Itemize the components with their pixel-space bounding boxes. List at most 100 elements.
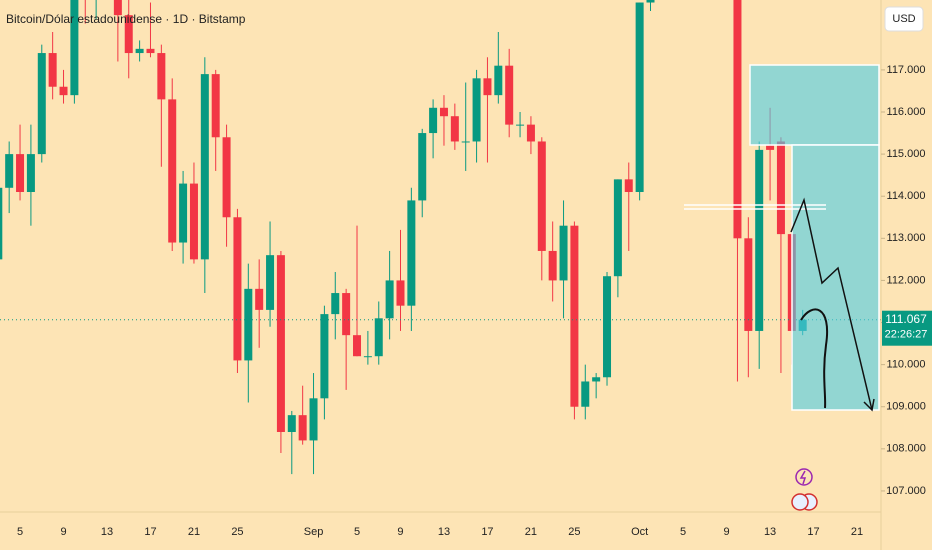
- candle-body: [363, 356, 372, 358]
- flag-icon[interactable]: [791, 493, 809, 511]
- y-tick-label: 107.000: [886, 485, 926, 497]
- candle-body: [298, 415, 307, 441]
- x-tick-label: 13: [764, 526, 776, 538]
- candle-body: [396, 280, 405, 306]
- candle-body: [744, 238, 753, 331]
- candle-body: [559, 225, 568, 281]
- x-tick-label: Sep: [304, 526, 324, 538]
- x-tick-label: 17: [807, 526, 819, 538]
- y-tick-label: 115.000: [887, 148, 926, 160]
- countdown: 22:26:27: [885, 329, 928, 341]
- candle-body: [255, 288, 264, 310]
- candle-body: [766, 145, 775, 150]
- target-zone-lower: [791, 144, 880, 411]
- candle-body: [494, 65, 503, 96]
- candle-body: [385, 280, 394, 319]
- x-tick-label: 17: [144, 526, 156, 538]
- candle-body: [16, 154, 25, 192]
- candle-body: [211, 74, 220, 138]
- candle-body: [472, 78, 481, 142]
- candle-body: [244, 288, 253, 361]
- x-tick-label: 5: [680, 526, 686, 538]
- candle-body: [755, 149, 764, 331]
- candle-body: [200, 74, 209, 260]
- projection-arrow: [790, 197, 873, 411]
- x-tick-label: 25: [568, 526, 580, 538]
- candle-body: [374, 318, 383, 357]
- candle-body: [0, 187, 3, 260]
- currency-label: USD: [892, 13, 915, 25]
- candle-body: [179, 183, 188, 243]
- candles: [0, 0, 807, 475]
- y-tick-label: 110.000: [887, 359, 926, 371]
- candle-body: [733, 0, 742, 239]
- candle-body: [450, 116, 459, 142]
- target-zone-upper: [749, 64, 880, 146]
- x-tick-label: 5: [354, 526, 360, 538]
- candle-body: [603, 276, 612, 378]
- y-tick-label: 113.000: [887, 232, 926, 244]
- y-tick-label: 109.000: [886, 401, 926, 413]
- x-tick-label: 9: [724, 526, 730, 538]
- candle-body: [418, 133, 427, 201]
- candle-body: [70, 0, 79, 96]
- candle-body: [592, 377, 601, 382]
- candle-body: [635, 2, 644, 192]
- candle-body: [168, 99, 177, 243]
- candle-body: [342, 293, 351, 336]
- candle-body: [113, 0, 122, 16]
- candle-body: [233, 217, 242, 361]
- currency-button[interactable]: [884, 6, 924, 32]
- candle-body: [537, 141, 546, 251]
- candle-body: [189, 183, 198, 260]
- chart-title: Bitcoin/Dólar estadounidense · 1D · Bits…: [6, 12, 246, 26]
- candle-body: [5, 154, 14, 188]
- candle-body: [320, 314, 329, 399]
- x-tick-label: 21: [851, 526, 863, 538]
- candle-body: [624, 179, 633, 192]
- curve-drawing: [800, 308, 829, 409]
- x-tick-label: 9: [397, 526, 403, 538]
- candle-body: [124, 15, 133, 54]
- candle-body: [157, 53, 166, 100]
- candle-body: [505, 65, 514, 125]
- candle-body: [309, 398, 318, 441]
- x-tick-label: 5: [17, 526, 23, 538]
- last-price-tag: [882, 310, 932, 346]
- y-tick-label: 112.000: [887, 274, 926, 286]
- x-tick-label: Oct: [631, 526, 648, 538]
- event-icon[interactable]: [795, 468, 813, 486]
- y-tick-label: 116.000: [887, 106, 926, 118]
- y-tick-label: 114.000: [887, 190, 926, 202]
- candle-body: [26, 154, 35, 192]
- x-tick-label: 21: [525, 526, 537, 538]
- candle-body: [222, 137, 231, 218]
- x-tick-label: 13: [438, 526, 450, 538]
- candle-body: [266, 255, 275, 310]
- candle-body: [646, 0, 655, 3]
- x-tick-label: 25: [231, 526, 243, 538]
- candle-body: [776, 141, 785, 235]
- candle-body: [59, 86, 68, 96]
- candle-body: [353, 335, 362, 357]
- y-tick-label: 108.000: [886, 443, 926, 455]
- candle-body: [483, 78, 492, 96]
- candle-body: [570, 225, 579, 407]
- x-tick-label: 21: [188, 526, 200, 538]
- arrow-head: [863, 398, 875, 412]
- candle-body: [581, 381, 590, 407]
- x-tick-label: 13: [101, 526, 113, 538]
- candle-body: [439, 107, 448, 117]
- drawings: [684, 64, 880, 412]
- last-price-label: 111.067: [885, 312, 927, 326]
- candle-body: [516, 124, 525, 126]
- candle-body: [276, 255, 285, 432]
- x-tick-label: 9: [60, 526, 66, 538]
- candle-body: [135, 48, 144, 54]
- candle-body: [548, 250, 557, 281]
- candle-body: [407, 200, 416, 306]
- candle-body: [37, 53, 46, 155]
- candle-body: [613, 179, 622, 277]
- lightning: [799, 470, 807, 485]
